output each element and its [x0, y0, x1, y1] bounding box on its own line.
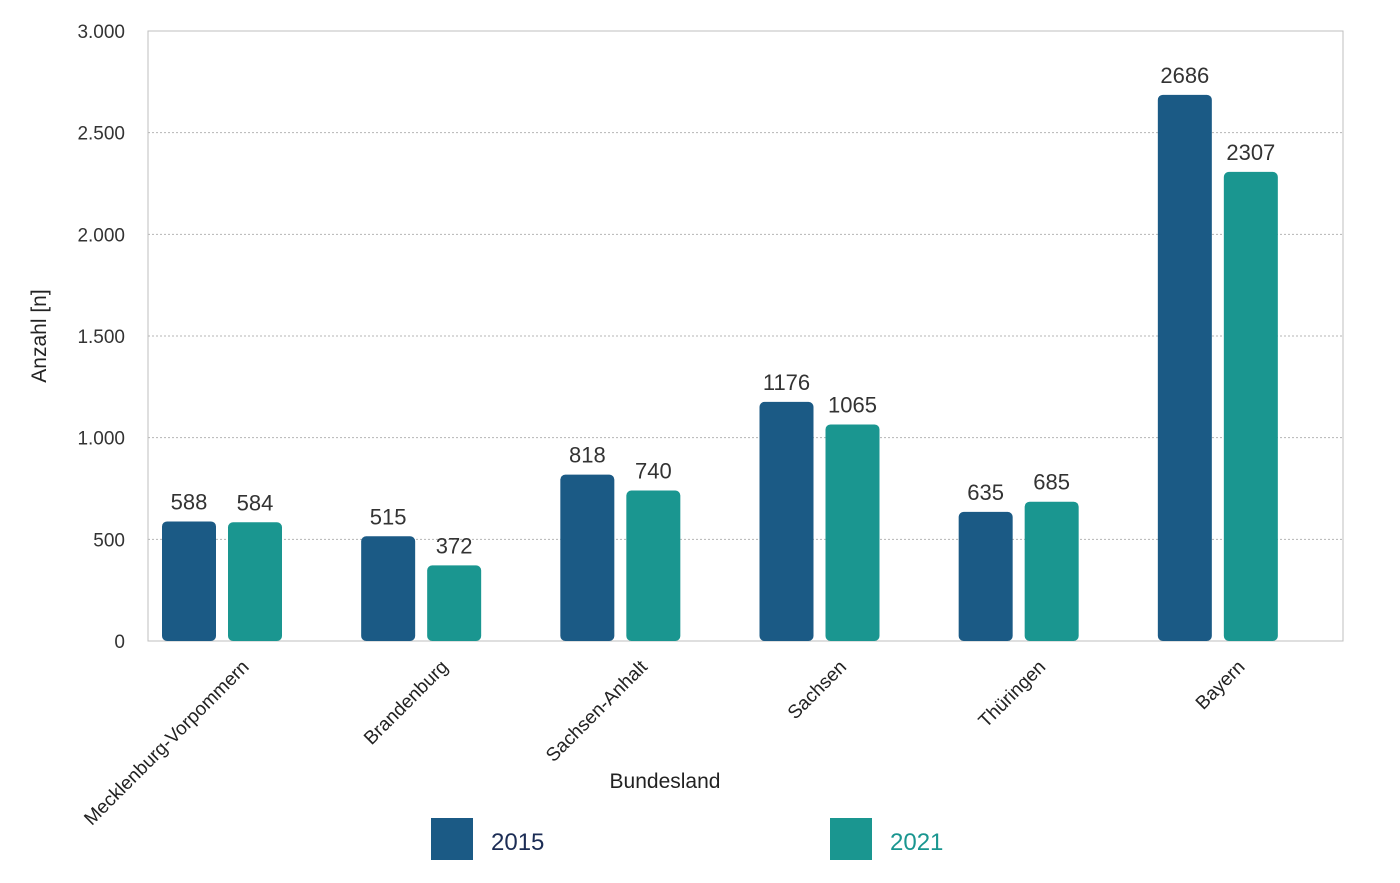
bars — [162, 94, 1278, 641]
y-tick-label: 0 — [114, 632, 125, 653]
legend: 2015 2021 — [431, 818, 943, 860]
legend-swatch-2015 — [431, 818, 473, 860]
bar-2015-0 — [162, 521, 216, 641]
x-tick-label: Mecklenburg-Vorpommern — [80, 657, 253, 830]
y-axis-ticks: 0 500 1.000 1.500 2.000 2.500 3.000 — [77, 22, 125, 653]
value-label: 588 — [171, 489, 208, 514]
x-tick-label: Sachsen-Anhalt — [542, 656, 652, 766]
value-labels: 588 584 515 372 818 740 1176 1065 635 685 2686 2307 — [171, 63, 1276, 559]
x-axis-category-labels: Mecklenburg-Vorpommern Brandenburg Sachsen… — [80, 656, 1249, 830]
bar-2015-5 — [1157, 94, 1212, 641]
x-axis-title: Bundesland — [610, 770, 721, 793]
plot-area-frame — [147, 30, 1344, 642]
x-tick-label: Thüringen — [975, 657, 1050, 732]
y-tick-label: 2.500 — [77, 124, 125, 145]
x-tick-label: Bayern — [1192, 657, 1249, 714]
bar-2021-3 — [825, 424, 880, 641]
value-label: 2686 — [1160, 63, 1209, 88]
x-tick-label: Brandenburg — [360, 657, 453, 750]
y-tick-label: 1.500 — [77, 327, 125, 348]
x-tick-label: Sachsen — [784, 657, 851, 724]
legend-label-2021: 2021 — [890, 829, 943, 856]
bar-2015-1 — [361, 536, 416, 641]
bar-2021-0 — [228, 522, 282, 641]
y-tick-label: 500 — [93, 530, 125, 551]
value-label: 1065 — [828, 392, 877, 417]
y-tick-label: 1.000 — [77, 429, 125, 450]
legend-swatch-2021 — [830, 818, 872, 860]
legend-label-2015: 2015 — [491, 829, 544, 856]
value-label: 515 — [370, 504, 407, 529]
value-label: 372 — [436, 533, 473, 558]
value-label: 635 — [967, 480, 1004, 505]
gridlines — [148, 132, 1343, 540]
value-label: 740 — [635, 459, 672, 484]
bar-2021-1 — [427, 565, 482, 641]
bar-2021-4 — [1024, 501, 1079, 641]
value-label: 685 — [1033, 470, 1070, 495]
bar-2015-3 — [759, 401, 814, 641]
y-axis-title: Anzahl [n] — [28, 289, 51, 382]
bar-2015-2 — [560, 474, 615, 641]
value-label: 818 — [569, 443, 606, 468]
bar-2021-2 — [626, 490, 681, 641]
y-tick-label: 2.000 — [77, 225, 125, 246]
value-label: 2307 — [1226, 140, 1275, 165]
bar-2015-4 — [958, 511, 1013, 641]
value-label: 1176 — [763, 370, 810, 395]
y-tick-label: 3.000 — [77, 22, 125, 43]
value-label: 584 — [237, 490, 274, 515]
bar-2021-5 — [1223, 171, 1278, 641]
